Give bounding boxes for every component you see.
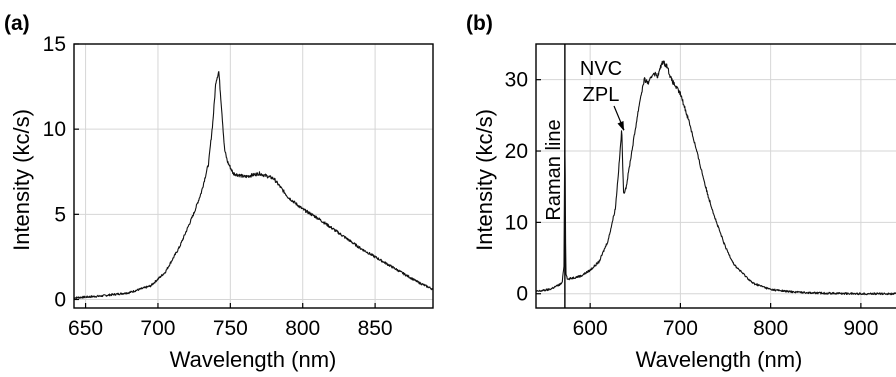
x-tick-label: 800: [285, 317, 320, 340]
annotation-raman-line: Raman line: [543, 119, 565, 220]
data-layer-b: [535, 44, 896, 308]
x-tick-label: 800: [753, 317, 788, 340]
annotation-zpl: ZPL: [583, 84, 620, 106]
annotation-nvc: NVC: [580, 58, 622, 80]
y-axis-title-a: Intensity (kc/s): [9, 109, 34, 251]
y-tick-label: 10: [505, 211, 528, 234]
annotation-arrow-head: [617, 121, 624, 131]
x-tick-label: 750: [213, 317, 248, 340]
x-tick-label: 600: [573, 317, 608, 340]
y-tick-label: 30: [505, 69, 528, 92]
x-tick-label: 650: [68, 317, 103, 340]
panel-label-a: (a): [4, 12, 30, 35]
series-line: [535, 60, 896, 296]
grid-b: [536, 44, 896, 308]
chart-panel-a: (a) 650 700 750 800 850 0 5 10 15 Wavelength (nm…: [4, 12, 434, 372]
y-tick-label: 0: [54, 288, 66, 311]
series-line: [73, 71, 434, 300]
ticks-a: 650 700 750 800 850 0 5 10 15: [43, 33, 393, 340]
y-tick-label: 15: [43, 33, 66, 56]
y-tick-label: 0: [516, 283, 528, 306]
x-tick-label: 900: [843, 317, 878, 340]
x-axis-title-b: Wavelength (nm): [636, 347, 803, 372]
plot-frame-b: [535, 43, 896, 309]
y-axis-title-b: Intensity (kc/s): [472, 109, 497, 251]
y-tick-label: 20: [505, 140, 528, 163]
x-tick-label: 850: [358, 317, 393, 340]
ticks-b: 600 700 800 900 0 10 20 30: [505, 69, 879, 340]
y-tick-label: 5: [54, 203, 66, 226]
x-tick-label: 700: [663, 317, 698, 340]
plot-frame-a: [73, 43, 434, 309]
x-axis-title-a: Wavelength (nm): [170, 347, 337, 372]
y-tick-label: 10: [43, 118, 66, 141]
x-tick-label: 700: [140, 317, 175, 340]
data-layer-a: [73, 71, 434, 300]
panel-label-b: (b): [466, 12, 493, 35]
